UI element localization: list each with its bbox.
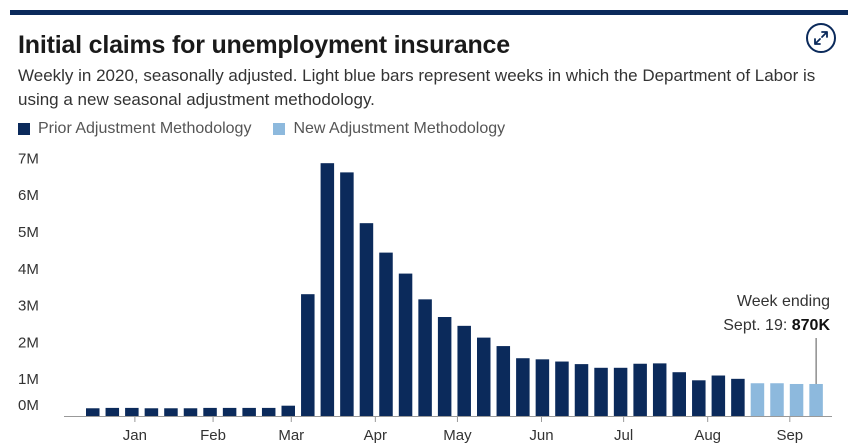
expand-arrows-icon	[814, 31, 828, 45]
bar-prior	[320, 163, 335, 416]
bar-prior	[301, 294, 315, 416]
bar-prior	[203, 407, 217, 416]
y-tick-label: 7M	[18, 150, 39, 167]
bar-prior	[437, 317, 452, 416]
bar-prior	[340, 172, 354, 416]
bar-prior	[183, 408, 198, 416]
bars	[86, 163, 823, 416]
y-tick-label: 2M	[18, 334, 39, 351]
top-accent-bar	[10, 10, 848, 15]
bar-prior	[144, 408, 159, 416]
annotation-prefix: Sept. 19:	[723, 317, 792, 334]
bar-prior	[633, 363, 647, 416]
bar-prior	[222, 407, 237, 416]
bar-prior	[477, 337, 491, 416]
y-tick-label: 4M	[18, 261, 39, 278]
bar-prior	[496, 346, 511, 416]
bar-prior	[516, 358, 530, 416]
x-tick-label: May	[443, 427, 472, 444]
bar-prior	[164, 408, 178, 416]
x-tick-label: Jul	[614, 427, 633, 444]
bar-prior	[731, 378, 745, 416]
bar-prior	[692, 380, 706, 416]
bar-prior	[418, 299, 432, 416]
bar-prior	[711, 375, 726, 416]
y-axis-ticks: 0M 1M 2M 3M 4M 5M 6M 7M	[18, 150, 39, 414]
legend-item-prior: Prior Adjustment Methodology	[18, 120, 251, 138]
bar-prior	[261, 407, 276, 416]
bar-prior	[555, 361, 569, 416]
bar-prior	[398, 273, 413, 416]
y-tick-label: 5M	[18, 224, 39, 241]
bar-new	[789, 383, 804, 416]
chart-subtitle: Weekly in 2020, seasonally adjusted. Lig…	[18, 66, 816, 109]
bar-prior	[652, 363, 667, 416]
legend-swatch-new	[273, 123, 286, 135]
bar-new	[770, 383, 784, 416]
legend: Prior Adjustment Methodology New Adjustm…	[18, 120, 527, 138]
chart-title: Initial claims for unemployment insuranc…	[18, 31, 510, 59]
bar-prior	[242, 407, 256, 416]
bar-prior	[281, 405, 295, 416]
legend-label-prior: Prior Adjustment Methodology	[38, 120, 252, 137]
x-tick-label: Jun	[529, 427, 553, 444]
x-tick-label: Jan	[123, 427, 147, 444]
bar-prior	[574, 364, 589, 416]
x-tick-label: Apr	[364, 427, 387, 444]
x-tick-label: Mar	[278, 427, 304, 444]
bar-prior	[105, 407, 120, 416]
bar-prior	[359, 223, 374, 416]
legend-item-new: New Adjustment Methodology	[273, 120, 505, 138]
x-axis-ticks: Jan Feb Mar Apr May Jun Jul Aug Sep	[123, 416, 803, 444]
expand-button[interactable]	[806, 23, 836, 53]
bar-prior	[457, 325, 471, 416]
y-tick-label: 3M	[18, 298, 39, 315]
bar-prior	[594, 367, 608, 416]
legend-label-new: New Adjustment Methodology	[293, 120, 506, 137]
bar-prior	[86, 408, 100, 416]
bar-prior	[672, 372, 686, 416]
legend-swatch-prior	[18, 123, 30, 135]
x-tick-label: Sep	[776, 427, 803, 444]
bar-prior	[125, 407, 139, 416]
bar-new	[809, 383, 823, 416]
annotation-value: 870K	[792, 317, 831, 334]
annotation: Week ending Sept. 19: 870K	[723, 293, 830, 384]
y-tick-label: 6M	[18, 187, 39, 204]
bar-prior	[379, 252, 393, 416]
annotation-line-2: Sept. 19: 870K	[723, 317, 830, 334]
y-tick-label: 1M	[18, 371, 39, 388]
annotation-line-1: Week ending	[737, 293, 830, 310]
x-tick-label: Feb	[200, 427, 226, 444]
bar-prior	[535, 359, 550, 416]
y-tick-label: 0M	[18, 397, 39, 414]
bar-new	[750, 383, 765, 416]
bar-prior	[613, 367, 628, 416]
x-tick-label: Aug	[694, 427, 721, 444]
